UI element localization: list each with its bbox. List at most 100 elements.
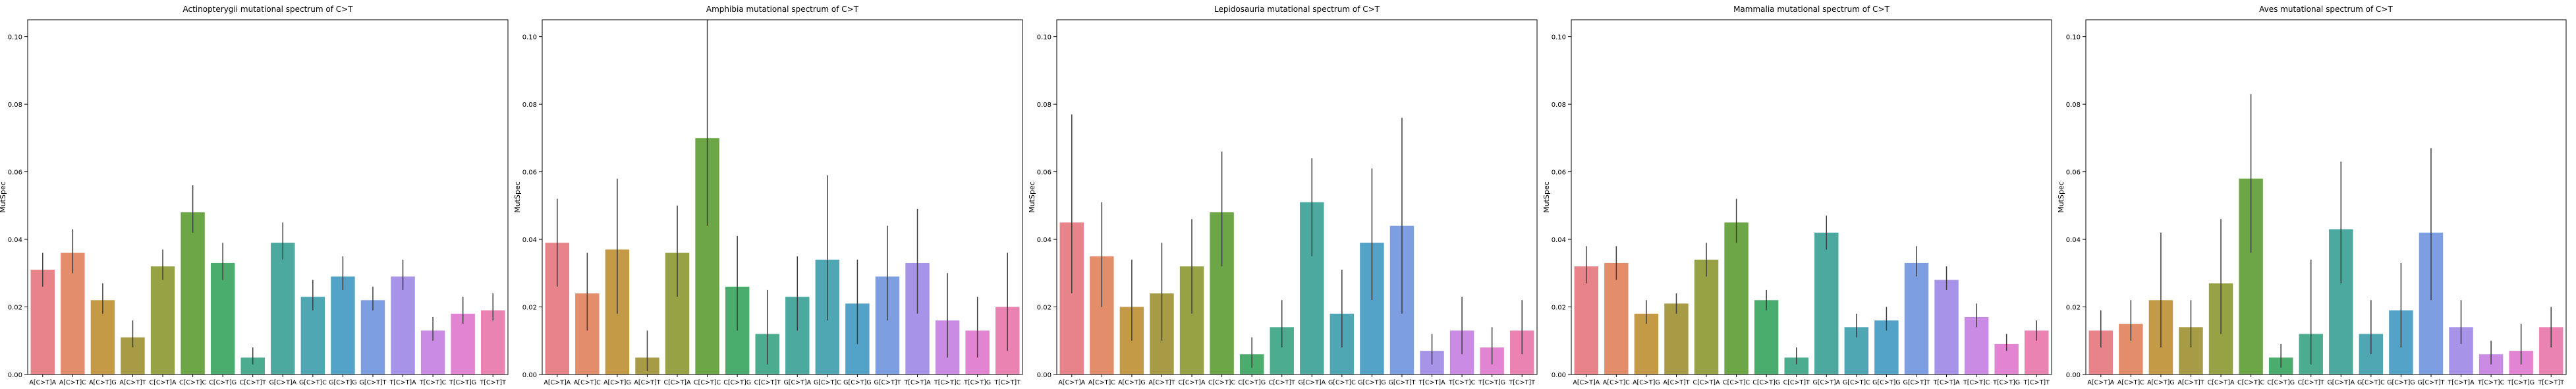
x-tick-label: A[C>T]T bbox=[2177, 379, 2204, 386]
x-tick-label: C[C>T]G bbox=[1238, 379, 1266, 386]
y-tick-label: 0.02 bbox=[522, 305, 537, 312]
x-tick-label: G[C>T]C bbox=[1328, 379, 1356, 386]
x-tick-label: C[C>T]A bbox=[2208, 379, 2235, 386]
plot-frame bbox=[1571, 19, 2052, 375]
x-tick-label: C[C>T]G bbox=[1752, 379, 1780, 386]
x-tick-label: G[C>T]T bbox=[2417, 379, 2444, 386]
y-tick-label: 0.00 bbox=[1552, 372, 1566, 379]
x-tick-label: A[C>T]A bbox=[29, 379, 56, 386]
x-tick-label: A[C>T]G bbox=[89, 379, 117, 386]
chart-title: Actinopterygii mutational spectrum of C>… bbox=[182, 5, 353, 14]
x-tick-label: T[C>T]A bbox=[1418, 379, 1445, 386]
x-tick-label: A[C>T]A bbox=[544, 379, 571, 386]
x-tick-label: T[C>T]A bbox=[903, 379, 931, 386]
y-tick-label: 0.04 bbox=[8, 237, 22, 244]
x-tick-label: C[C>T]T bbox=[1783, 379, 1810, 386]
y-tick-label: 0.06 bbox=[2066, 169, 2081, 177]
x-tick-label: T[C>T]C bbox=[1963, 379, 1990, 386]
x-tick-label: A[C>T]C bbox=[1603, 379, 1630, 386]
x-tick-label: G[C>T]G bbox=[2387, 379, 2415, 386]
x-tick-label: A[C>T]A bbox=[1058, 379, 1085, 386]
y-tick-label: 0.00 bbox=[2066, 372, 2081, 379]
y-tick-label: 0.00 bbox=[1037, 372, 1051, 379]
x-tick-label: G[C>T]T bbox=[1903, 379, 1930, 386]
y-tick-label: 0.04 bbox=[522, 237, 537, 244]
x-tick-label: A[C>T]G bbox=[1118, 379, 1146, 386]
x-tick-label: A[C>T]C bbox=[574, 379, 601, 386]
x-tick-label: T[C>T]G bbox=[1478, 379, 1505, 386]
x-tick-label: C[C>T]A bbox=[1179, 379, 1206, 386]
x-tick-label: A[C>T]T bbox=[1148, 379, 1175, 386]
x-tick-label: G[C>T]T bbox=[359, 379, 386, 386]
y-axis-label: MutSpec bbox=[2057, 181, 2065, 213]
chart-panel-0: Actinopterygii mutational spectrum of C>… bbox=[0, 5, 509, 386]
x-tick-label: G[C>T]C bbox=[2357, 379, 2385, 386]
x-tick-label: A[C>T]T bbox=[1663, 379, 1689, 386]
x-tick-label: G[C>T]G bbox=[843, 379, 872, 386]
x-tick-label: C[C>T]C bbox=[694, 379, 721, 386]
chart-title: Mammalia mutational spectrum of C>T bbox=[1733, 5, 1890, 14]
x-tick-label: G[C>T]A bbox=[2327, 379, 2355, 386]
x-tick-label: G[C>T]C bbox=[299, 379, 327, 386]
x-tick-label: T[C>T]G bbox=[449, 379, 476, 386]
chart-panel-2: Lepidosauria mutational spectrum of C>T 0… bbox=[1028, 5, 1538, 386]
plot-frame bbox=[27, 19, 509, 375]
x-tick-label: A[C>T]C bbox=[2117, 379, 2144, 386]
x-tick-label: C[C>T]A bbox=[150, 379, 177, 386]
bar-A[C>T]C bbox=[1604, 262, 1629, 374]
y-tick-label: 0.06 bbox=[1552, 169, 1566, 177]
y-tick-label: 0.00 bbox=[522, 372, 537, 379]
y-axis-label: MutSpec bbox=[0, 181, 7, 213]
bar-G[C>T]A bbox=[1814, 232, 1839, 374]
y-tick-label: 0.10 bbox=[8, 34, 22, 42]
x-tick-label: C[C>T]T bbox=[754, 379, 781, 386]
x-tick-label: T[C>T]C bbox=[419, 379, 447, 386]
x-tick-label: A[C>T]G bbox=[1633, 379, 1660, 386]
bar-C[C>T]A bbox=[150, 266, 175, 374]
chart-title: Aves mutational spectrum of C>T bbox=[2259, 5, 2393, 14]
bar-C[C>T]G bbox=[210, 262, 235, 374]
x-tick-label: C[C>T]C bbox=[179, 379, 206, 386]
x-tick-label: G[C>T]A bbox=[783, 379, 811, 386]
x-tick-label: A[C>T]A bbox=[1573, 379, 1600, 386]
y-tick-label: 0.04 bbox=[2066, 237, 2081, 244]
bar-G[C>T]G bbox=[331, 276, 355, 374]
x-tick-label: T[C>T]T bbox=[1509, 379, 1536, 386]
y-tick-label: 0.02 bbox=[8, 305, 22, 312]
x-tick-label: G[C>T]T bbox=[874, 379, 901, 386]
bar-T[C>T]A bbox=[391, 276, 415, 374]
plot-frame bbox=[542, 19, 1023, 375]
bar-C[C>T]C bbox=[181, 212, 205, 374]
y-tick-label: 0.08 bbox=[8, 102, 22, 109]
x-tick-label: A[C>T]C bbox=[1088, 379, 1115, 386]
y-tick-label: 0.10 bbox=[2066, 34, 2081, 42]
x-tick-label: G[C>T]C bbox=[814, 379, 841, 386]
y-tick-label: 0.06 bbox=[8, 169, 22, 177]
y-axis-label: MutSpec bbox=[1542, 181, 1551, 213]
x-tick-label: T[C>T]C bbox=[2477, 379, 2505, 386]
y-tick-label: 0.08 bbox=[2066, 102, 2081, 109]
bar-A[C>T]T bbox=[1664, 303, 1689, 374]
chart-panel-1: Amphibia mutational spectrum of C>T 0.00 0… bbox=[513, 5, 1023, 386]
x-tick-label: G[C>T]G bbox=[1358, 379, 1386, 386]
bar-G[C>T]A bbox=[271, 243, 295, 374]
y-tick-label: 0.02 bbox=[1552, 305, 1566, 312]
y-tick-label: 0.10 bbox=[522, 34, 537, 42]
y-tick-label: 0.02 bbox=[1037, 305, 1051, 312]
x-tick-label: C[C>T]T bbox=[1269, 379, 1295, 386]
y-tick-label: 0.04 bbox=[1037, 237, 1051, 244]
x-tick-label: T[C>T]A bbox=[1932, 379, 1960, 386]
bar-T[C>T]T bbox=[480, 310, 505, 374]
bar-G[C>T]T bbox=[360, 300, 385, 374]
y-axis-label: MutSpec bbox=[1028, 181, 1036, 213]
x-tick-label: C[C>T]C bbox=[2237, 379, 2264, 386]
bar-A[C>T]A bbox=[30, 270, 55, 374]
x-tick-label: A[C>T]G bbox=[2147, 379, 2175, 386]
x-tick-label: T[C>T]T bbox=[480, 379, 507, 386]
x-tick-label: C[C>T]G bbox=[723, 379, 751, 386]
x-tick-label: C[C>T]G bbox=[209, 379, 237, 386]
plot-frame bbox=[2085, 19, 2567, 375]
y-axis-label: MutSpec bbox=[513, 181, 522, 213]
x-tick-label: G[C>T]A bbox=[1812, 379, 1840, 386]
